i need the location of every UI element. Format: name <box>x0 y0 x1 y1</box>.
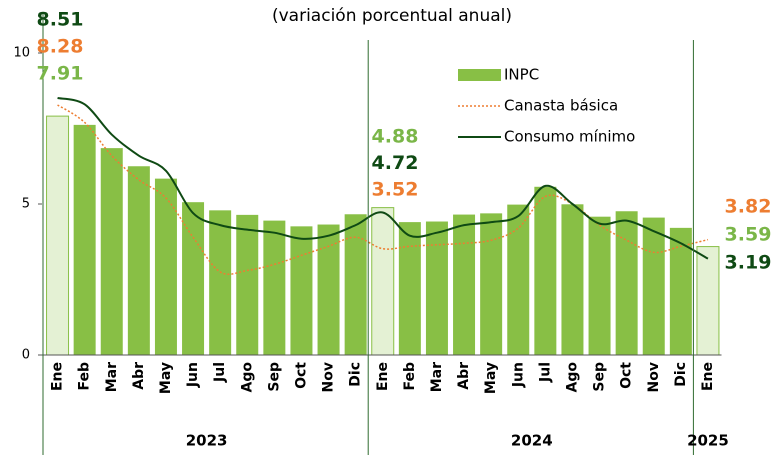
x-tick-label: Mar <box>429 362 445 392</box>
x-tick-label: Mar <box>104 362 120 392</box>
value-label: 3.52 <box>372 179 419 201</box>
x-tick-label: Nov <box>321 362 337 392</box>
bar <box>534 186 557 355</box>
x-tick-label: Ene <box>700 362 716 391</box>
x-tick-label: Jun <box>185 362 201 388</box>
group-label: 2024 <box>511 432 553 450</box>
x-tick-label: Nov <box>646 362 662 392</box>
value-label: 8.28 <box>37 36 84 58</box>
x-tick-label: Feb <box>402 362 418 391</box>
bar <box>100 148 123 355</box>
series-line <box>57 104 709 275</box>
bar <box>344 214 367 355</box>
bar <box>696 246 720 356</box>
x-tick-label: Abr <box>456 362 472 390</box>
y-tick-label: 0 <box>22 348 30 363</box>
bar <box>209 210 232 355</box>
value-label: 4.72 <box>372 152 419 174</box>
bar <box>480 213 503 355</box>
x-tick-label: Ago <box>564 362 580 393</box>
bar <box>46 115 70 356</box>
value-label: 3.19 <box>725 252 772 274</box>
bar <box>669 227 692 355</box>
series-line <box>57 97 709 260</box>
x-tick-label: Dic <box>348 362 364 387</box>
bar <box>317 224 340 355</box>
bar <box>127 166 150 355</box>
legend-label: INPC <box>504 66 539 84</box>
bar <box>615 211 638 355</box>
y-tick-label: 5 <box>22 197 30 212</box>
value-label: 4.88 <box>372 126 419 148</box>
x-tick-label: Ene <box>50 362 66 391</box>
bar <box>290 226 313 355</box>
bar <box>561 204 584 355</box>
x-tick-label: Dic <box>673 362 689 387</box>
legend-label: Canasta básica <box>504 97 618 115</box>
bar <box>236 214 259 355</box>
x-tick-label: May <box>158 362 174 394</box>
x-tick-label: Ene <box>375 362 391 391</box>
x-tick-label: Jul <box>212 362 228 383</box>
bar <box>507 204 530 355</box>
x-tick-label: Ago <box>239 362 255 393</box>
x-tick-label: Jul <box>537 362 553 383</box>
bar <box>425 221 448 355</box>
legend-swatch <box>458 69 501 81</box>
bar <box>73 124 96 355</box>
y-tick-label: 10 <box>13 46 30 61</box>
x-tick-label: May <box>483 362 499 394</box>
x-tick-label: Jun <box>510 362 526 388</box>
bar <box>263 220 286 355</box>
bar <box>398 222 421 355</box>
bar <box>154 178 177 355</box>
bar <box>182 202 205 355</box>
x-tick-label: Abr <box>131 362 147 390</box>
x-tick-label: Feb <box>77 362 93 391</box>
x-tick-label: Oct <box>293 362 309 389</box>
bar <box>371 207 395 356</box>
value-label: 3.82 <box>725 196 772 218</box>
x-tick-label: Sep <box>266 362 282 392</box>
chart-subtitle: (variación porcentual anual) <box>272 6 512 26</box>
group-label: 2025 <box>687 432 729 450</box>
group-label: 2023 <box>186 432 228 450</box>
bar <box>588 216 611 355</box>
value-label: 7.91 <box>37 63 84 85</box>
legend-label: Consumo mínimo <box>504 128 635 146</box>
x-tick-label: Oct <box>619 362 635 389</box>
x-tick-label: Sep <box>592 362 608 392</box>
value-label: 3.59 <box>725 224 772 246</box>
bar <box>453 214 476 355</box>
value-label: 8.51 <box>37 9 84 31</box>
bar <box>642 217 665 355</box>
